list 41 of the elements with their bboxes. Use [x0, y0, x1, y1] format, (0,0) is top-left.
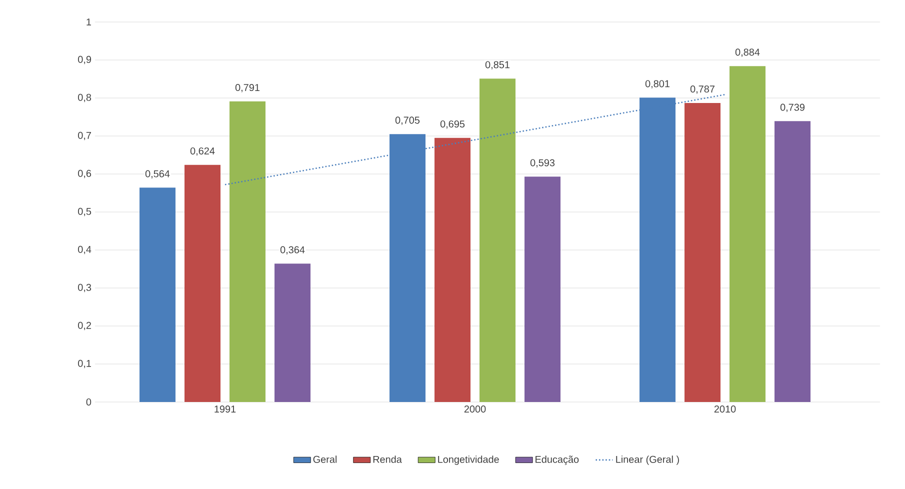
legend-label: Renda [373, 456, 402, 463]
y-tick-label: 0,7 [78, 132, 91, 140]
x-tick-label: 2000 [464, 406, 486, 413]
y-tick-label: 0,6 [78, 170, 92, 178]
y-tick-label: 0,2 [78, 322, 91, 330]
bar [434, 138, 471, 402]
legend-label: Geral [313, 456, 337, 463]
data-label: 0,364 [280, 246, 305, 254]
legend-label: Educação [536, 456, 579, 465]
data-label: 0,851 [485, 61, 510, 70]
y-tick-label: 0,1 [78, 360, 91, 368]
bar [140, 188, 176, 402]
data-label: 0,695 [440, 120, 465, 129]
data-label: 0,593 [530, 159, 555, 168]
bar [230, 101, 266, 402]
y-tick-label: 0 [86, 398, 92, 406]
bar [184, 164, 220, 402]
data-label: 0,801 [645, 80, 670, 88]
data-label: 0,787 [690, 86, 714, 94]
data-label: 0,739 [780, 104, 805, 112]
y-tick-label: 0,3 [78, 284, 92, 292]
y-tick-label: 0,8 [78, 94, 92, 102]
legend-label: Longetividade [438, 456, 499, 465]
y-tick-label: 0,9 [78, 56, 92, 64]
data-label: 0,705 [395, 116, 420, 125]
data-label: 0,564 [145, 170, 170, 178]
data-label: 0,624 [190, 147, 215, 156]
data-label: 0,884 [735, 48, 760, 57]
x-tick-label: 2010 [714, 406, 736, 413]
bar [524, 176, 561, 402]
bar [684, 102, 721, 402]
bar [274, 264, 311, 402]
y-tick-label: 1 [86, 18, 91, 26]
bar [730, 66, 766, 402]
legend-label: Linear (Geral ) [616, 456, 679, 465]
bar [774, 121, 811, 402]
x-tick-label: 1991 [214, 406, 236, 413]
y-tick-label: 0,5 [78, 208, 92, 216]
data-label: 0,791 [235, 84, 260, 92]
bar [480, 78, 516, 402]
y-tick-label: 0,4 [78, 246, 92, 254]
